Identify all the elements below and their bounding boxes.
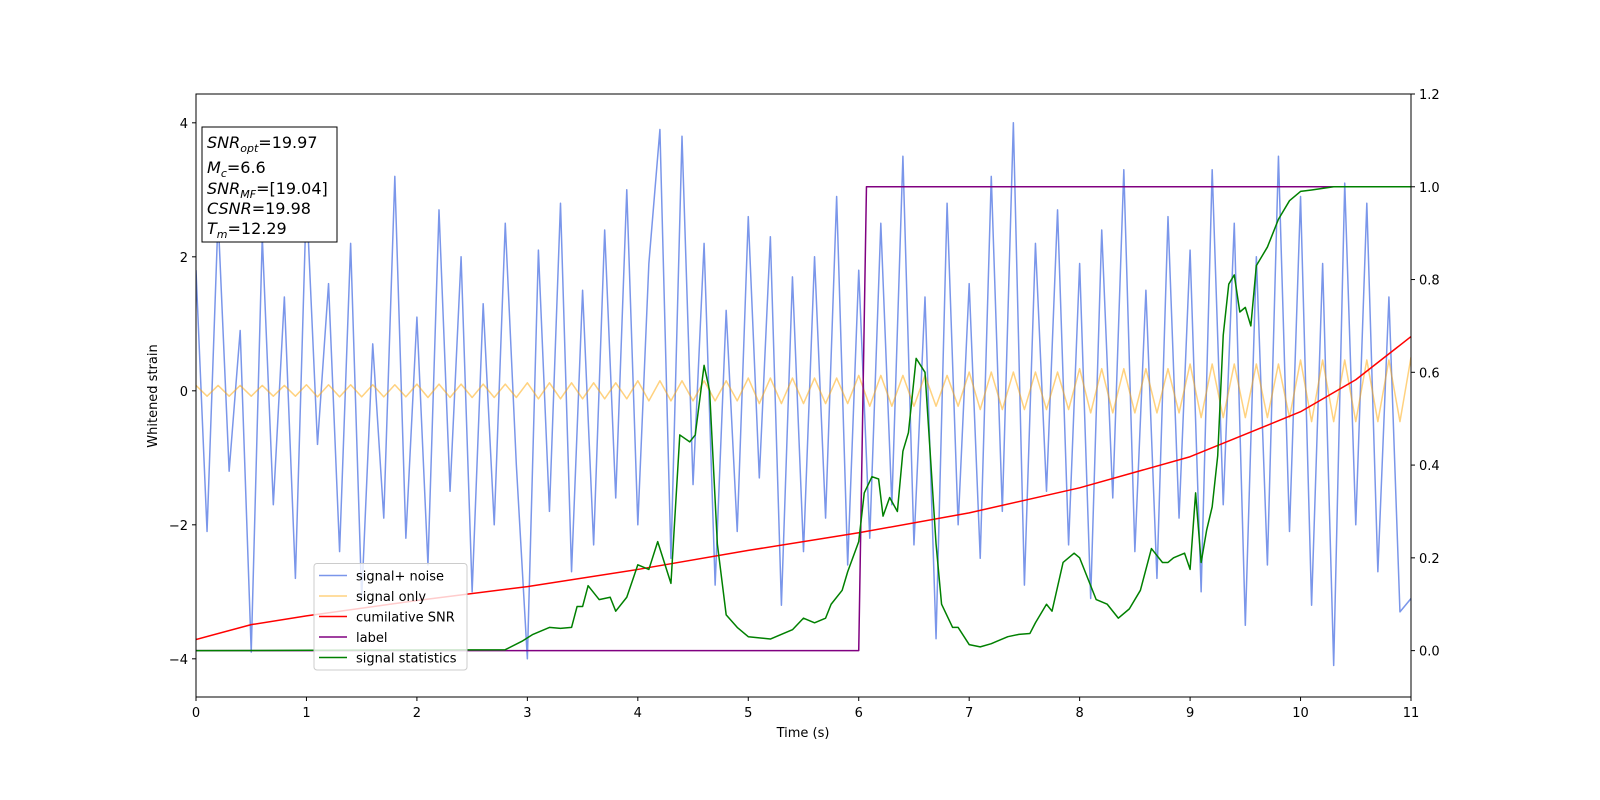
series-line — [196, 186, 1411, 652]
info-subscript: MF — [240, 188, 256, 201]
y2-tick-label: 0.8 — [1419, 274, 1440, 289]
series-line — [196, 122, 1411, 667]
info-line: Tm=12.29 — [207, 219, 287, 241]
y-tick-label: −2 — [169, 519, 188, 534]
x-tick-label: 10 — [1292, 706, 1309, 721]
info-value: =6.6 — [227, 158, 266, 177]
y-tick-label: −4 — [169, 653, 188, 668]
info-value: =19.97 — [258, 133, 317, 152]
legend-label: label — [356, 631, 387, 646]
info-subscript: m — [217, 228, 228, 241]
x-tick-label: 4 — [634, 706, 642, 721]
info-subscript: c — [221, 167, 227, 180]
x-tick-label: 9 — [1186, 706, 1194, 721]
info-symbol: CSNR — [207, 199, 252, 218]
info-symbol: SNR — [207, 179, 240, 198]
info-value: =[19.04] — [256, 179, 328, 198]
x-tick-label: 6 — [855, 706, 863, 721]
legend-frame — [313, 563, 468, 671]
x-tick-label: 11 — [1403, 706, 1420, 721]
legend-label: signal+ noise — [356, 570, 444, 585]
legend-label: signal statistics — [356, 652, 457, 667]
info-line: SNRopt=19.97 — [207, 133, 318, 155]
info-value: =12.29 — [228, 219, 287, 238]
y-tick-label: 2 — [180, 251, 188, 266]
y2-tick-label: 1.0 — [1419, 181, 1440, 196]
x-tick-label: 5 — [744, 706, 752, 721]
info-symbol: T — [207, 219, 218, 238]
legend-label: signal only — [356, 590, 426, 605]
y-tick-label: 0 — [180, 385, 188, 400]
x-tick-label: 3 — [523, 706, 531, 721]
y-tick-label: 4 — [180, 117, 188, 132]
x-tick-label: 0 — [192, 706, 200, 721]
x-tick-label: 8 — [1075, 706, 1083, 721]
y2-tick-label: 0.4 — [1419, 459, 1440, 474]
y2-tick-label: 0.6 — [1419, 366, 1440, 381]
info-line: Mc=6.6 — [207, 158, 266, 180]
info-line: CSNR=19.98 — [207, 199, 311, 218]
x-tick-label: 2 — [413, 706, 421, 721]
info-box: SNRopt=19.97Mc=6.6SNRMF=[19.04]CSNR=19.9… — [201, 126, 338, 243]
series-line — [196, 357, 1411, 423]
x-tick-label: 1 — [302, 706, 310, 721]
y2-tick-label: 0.2 — [1419, 552, 1440, 567]
axes-frame — [195, 93, 1412, 698]
info-box-frame — [201, 126, 338, 243]
info-line: SNRMF=[19.04] — [207, 179, 328, 201]
legend: signal+ noise signal only cumilative SNR la… — [313, 563, 468, 671]
series-line — [196, 186, 1411, 652]
y2-tick-label: 1.2 — [1419, 88, 1440, 103]
y2-tick-label: 0.0 — [1419, 645, 1440, 660]
x-axis-label: Time (s) — [776, 726, 830, 741]
y-axis-label: Whitened strain — [146, 344, 161, 447]
legend-label: cumilative SNR — [356, 611, 455, 626]
x-tick-label: 7 — [965, 706, 973, 721]
info-value: =19.98 — [252, 199, 311, 218]
info-subscript: opt — [240, 142, 259, 155]
info-symbol: M — [207, 158, 221, 177]
info-symbol: SNR — [207, 133, 240, 152]
